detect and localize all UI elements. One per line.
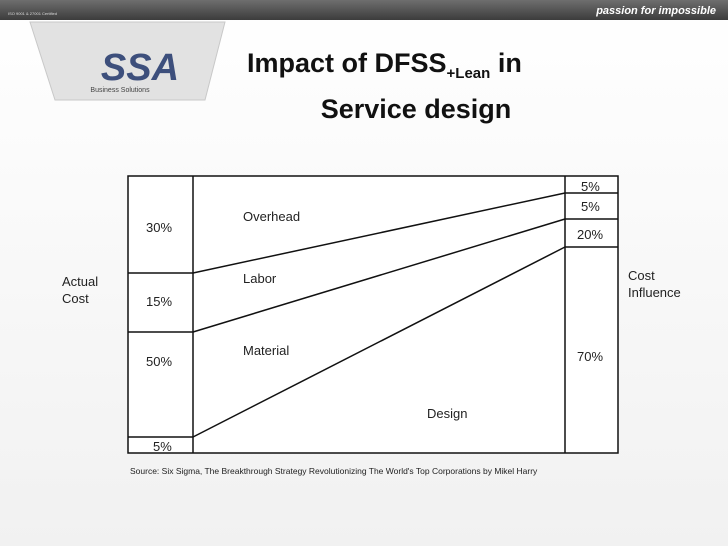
actual-cost-value: 5% (153, 439, 172, 454)
title-subscript: +Lean (447, 65, 491, 82)
title-main: Impact of DFSS (247, 48, 447, 78)
cost-influence-value: 5% (581, 199, 600, 214)
logo-caption: Business Solutions (90, 87, 150, 94)
right-label: Influence (628, 285, 681, 300)
cost-influence-value: 5% (581, 179, 600, 194)
trend-line (192, 218, 566, 333)
left-label: Cost (62, 291, 89, 306)
category-label: Material (243, 343, 289, 358)
diagram: 30% 15% 50% 5% 5% 5% 20% 70% Overhead La… (127, 175, 619, 454)
title-tail: in (490, 48, 522, 78)
logo-backdrop (29, 21, 226, 101)
right-label: Cost (628, 268, 655, 283)
actual-cost-value: 15% (146, 294, 172, 309)
left-label: Actual (62, 274, 98, 289)
category-label: Design (427, 406, 467, 421)
logo-mark: SSA (101, 47, 179, 89)
cost-influence-value: 20% (577, 227, 603, 242)
actual-cost-value: 50% (146, 354, 172, 369)
title-line2: Service design (321, 94, 512, 124)
category-label: Labor (243, 271, 277, 286)
category-label: Overhead (243, 209, 300, 224)
trend-line (192, 192, 566, 274)
cost-influence-value: 70% (577, 349, 603, 364)
actual-cost-value: 30% (146, 220, 172, 235)
header-bar (0, 0, 728, 20)
tagline: passion for impossible (595, 5, 716, 17)
source-note: Source: Six Sigma, The Breakthrough Stra… (130, 466, 538, 476)
title-line1: Impact of DFSS+Lean in (247, 48, 522, 82)
frame (127, 175, 619, 454)
trend-line (192, 246, 566, 438)
certification: ISO 9001 & 27001 Certified (8, 11, 57, 16)
